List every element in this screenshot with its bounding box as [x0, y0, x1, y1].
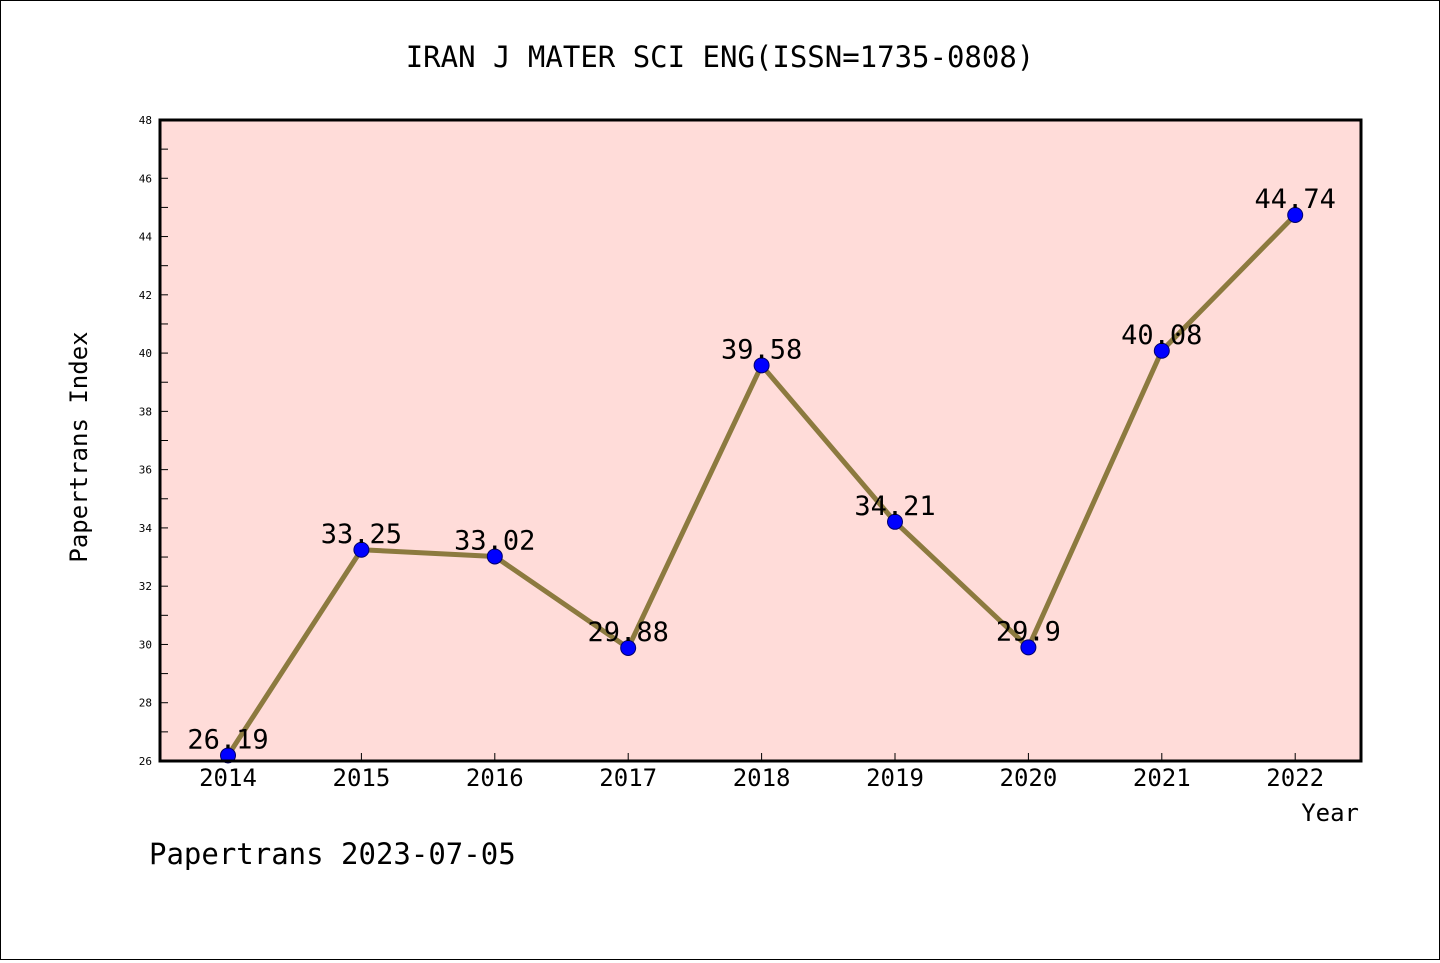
x-tick-label: 2015: [333, 764, 391, 792]
data-label: 33.25: [321, 519, 402, 550]
data-point: [620, 639, 637, 656]
data-label: 40.08: [1121, 320, 1202, 351]
x-tick-label: 2022: [1266, 764, 1324, 792]
y-axis: 26 28 30 32 34 36 38 40 42 44 46 48: [139, 114, 168, 768]
data-point: [353, 541, 370, 558]
x-tick-label: 2017: [599, 764, 657, 792]
plot-border: [158, 118, 1363, 763]
data-point: [753, 357, 770, 374]
data-label: 29.88: [588, 617, 669, 648]
data-label: 29.9: [996, 616, 1061, 647]
x-tick-label: 2019: [866, 764, 924, 792]
y-tick-label: 42: [139, 289, 152, 302]
x-tick-label: 2021: [1133, 764, 1191, 792]
data-point: [486, 548, 503, 565]
x-axis-title: Year: [1301, 799, 1359, 827]
x-tick-label: 2018: [733, 764, 791, 792]
data-point: [1020, 639, 1037, 656]
y-tick-label: 28: [139, 697, 152, 710]
data-point: [1287, 206, 1304, 223]
data-label: 33.02: [454, 525, 535, 556]
series-papertrans-index: [220, 206, 1304, 764]
x-tick-label: 2014: [199, 764, 257, 792]
footer-note: Papertrans 2023-07-05: [149, 837, 516, 871]
x-tick-label: 2016: [466, 764, 524, 792]
y-tick-label: 30: [139, 638, 152, 651]
data-point: [887, 513, 903, 530]
chart-title: IRAN J MATER SCI ENG(ISSN=1735-0808): [406, 40, 1035, 74]
y-tick-label: 36: [139, 464, 152, 477]
y-tick-label: 44: [139, 231, 153, 244]
y-tick-label: 34: [139, 522, 153, 535]
x-tick-label: 2020: [1000, 764, 1058, 792]
y-tick-label: 26: [139, 755, 152, 768]
y-axis-title: Papertrans Index: [65, 331, 93, 562]
plot-area: [160, 120, 1361, 761]
y-tick-label: 48: [139, 114, 152, 127]
data-point: [220, 747, 236, 764]
y-tick-label: 38: [139, 405, 152, 418]
x-axis: 2014 2015 2016 2017 2018 2019 2020 2021 2022: [199, 753, 1324, 792]
data-label: 34.21: [854, 491, 935, 522]
y-tick-label: 40: [139, 347, 152, 360]
y-tick-label: 46: [139, 172, 152, 185]
data-labels: 26.19 33.25 33.02 29.88 39.58 34.21 29.9 40.08 4…: [187, 184, 1335, 755]
y-tick-label: 32: [139, 580, 152, 593]
data-label: 39.58: [721, 334, 802, 365]
data-point: [1153, 342, 1170, 359]
data-label: 26.19: [187, 724, 268, 755]
data-label: 44.74: [1255, 184, 1336, 215]
